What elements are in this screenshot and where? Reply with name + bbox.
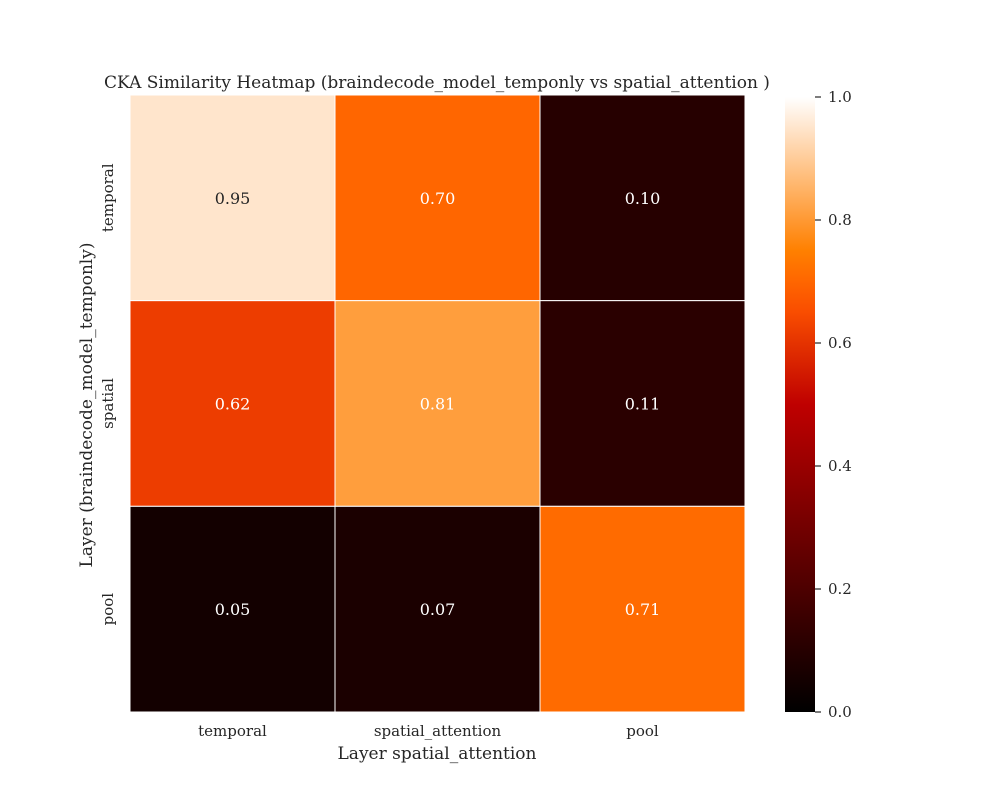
x-tick-label: pool (626, 722, 659, 740)
y-tick-label: pool (99, 593, 117, 626)
colorbar-tick-label: 0.8 (828, 211, 852, 229)
colorbar-tick-label: 0.2 (828, 580, 852, 598)
heatmap-cell (129, 505, 336, 713)
y-axis-label: Layer (braindecode_model_temponly) (77, 243, 97, 568)
y-tick-labels: temporal spatial pool (99, 163, 117, 625)
heatmap-cell (129, 300, 336, 507)
y-tick-label: spatial (99, 378, 117, 429)
y-tick-label: temporal (99, 163, 117, 232)
x-tick-labels: temporal spatial_attention pool (198, 722, 659, 740)
cell-value-label: 0.62 (215, 395, 251, 414)
colorbar-tick-label: 0.0 (828, 703, 852, 721)
heatmap-cells: 0.95 0.70 0.10 0.62 0.81 0.11 0.05 0.07 0.71 (129, 94, 746, 713)
cell-value-label: 0.10 (625, 189, 661, 208)
cell-value-label: 0.71 (625, 600, 661, 619)
cell-value-label: 0.95 (215, 189, 251, 208)
colorbar: 0.0 0.2 0.4 0.6 0.8 1.0 (785, 88, 852, 721)
heatmap-cell (334, 300, 541, 507)
heatmap-cell (539, 505, 746, 713)
colorbar-tick-label: 0.6 (828, 334, 852, 352)
colorbar-gradient (785, 97, 815, 712)
heatmap-cell (334, 94, 541, 302)
cell-value-label: 0.81 (420, 395, 456, 414)
cell-value-label: 0.07 (420, 600, 456, 619)
cell-value-label: 0.70 (420, 189, 456, 208)
x-axis-label: Layer spatial_attention (338, 744, 537, 764)
colorbar-tick-label: 0.4 (828, 457, 852, 475)
cell-value-label: 0.11 (625, 395, 661, 414)
cell-value-label: 0.05 (215, 600, 251, 619)
x-tick-label: spatial_attention (374, 722, 502, 740)
heatmap-cell (539, 300, 746, 507)
x-tick-label: temporal (198, 722, 267, 740)
heatmap-cell (129, 94, 336, 302)
colorbar-tick-label: 1.0 (828, 88, 852, 106)
heatmap-cell (334, 505, 541, 713)
chart-title: CKA Similarity Heatmap (braindecode_mode… (104, 73, 770, 93)
heatmap-cell (539, 94, 746, 302)
